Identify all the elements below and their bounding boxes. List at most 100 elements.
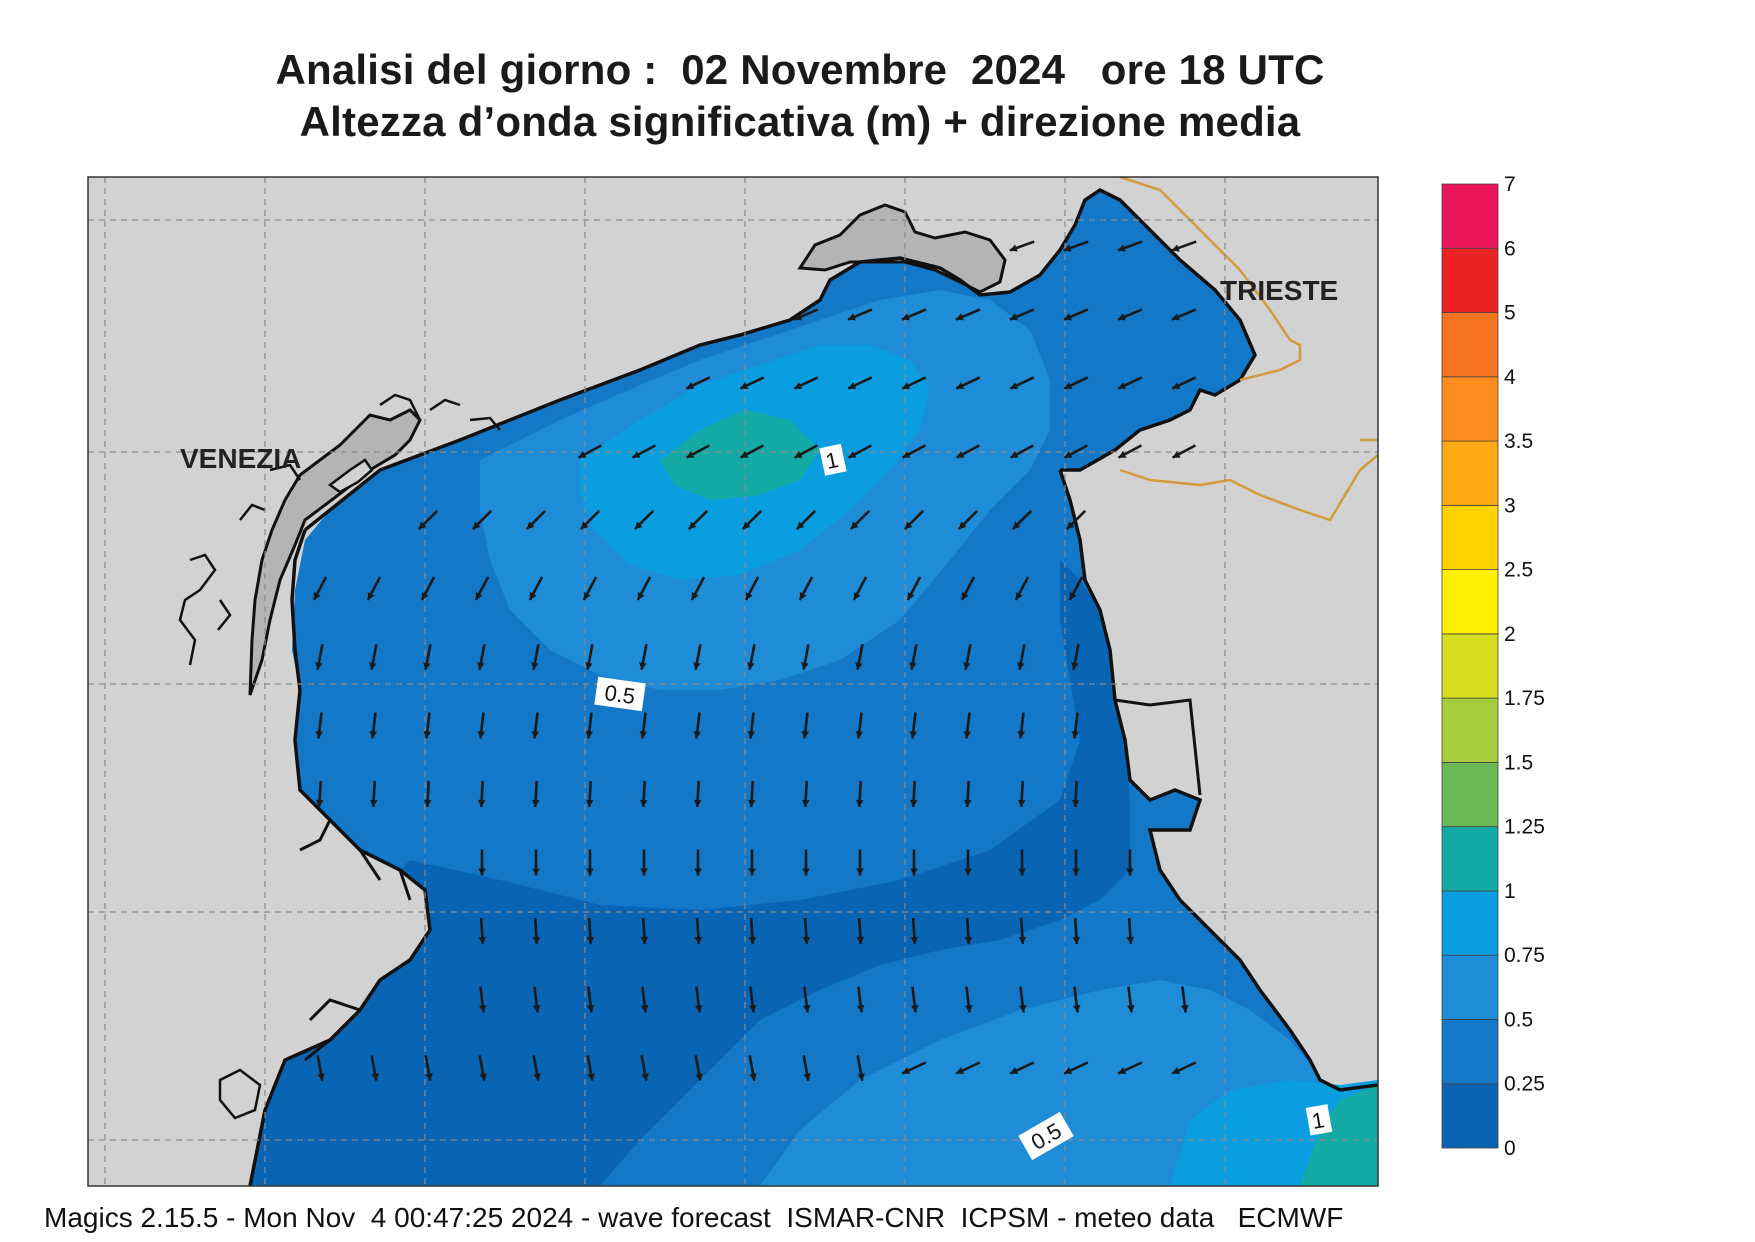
direction-arrow-head [421, 591, 429, 600]
direction-arrow-head [583, 591, 591, 600]
colorbar-swatch [1441, 633, 1499, 699]
direction-arrow-head [693, 730, 702, 739]
colorbar-label: 7 [1504, 173, 1516, 196]
direction-arrow-head [742, 521, 751, 530]
direction-arrow-head [315, 662, 323, 670]
direction-arrow-head [580, 521, 589, 530]
direction-arrow-head [801, 730, 810, 739]
svg-text:1: 1 [1310, 1107, 1326, 1134]
colorbar-swatch [1441, 1083, 1499, 1149]
colorbar-label: 3 [1504, 494, 1516, 517]
direction-arrow-head [745, 591, 753, 600]
direction-arrow-head [748, 1004, 757, 1013]
direction-arrow-head [1171, 244, 1180, 252]
direction-arrow-head [478, 868, 486, 876]
colorbar-swatch [1441, 762, 1499, 828]
direction-arrow-head [1126, 868, 1134, 876]
direction-arrow-head [964, 1004, 973, 1013]
direction-arrow-head [1172, 313, 1180, 321]
direction-arrow-head [1117, 244, 1126, 252]
direction-arrow-head [794, 382, 803, 390]
direction-arrow-head [1017, 799, 1026, 807]
direction-arrow-head [586, 936, 595, 944]
colorbar-swatch [1441, 376, 1499, 442]
direction-arrow-head [1172, 1067, 1181, 1075]
direction-arrow-head [904, 521, 913, 530]
direction-arrow-head [477, 730, 486, 739]
direction-arrow-head [909, 730, 918, 739]
direction-arrow-head [1010, 450, 1019, 458]
direction-arrow-head [472, 521, 481, 530]
direction-arrow-head [578, 450, 587, 458]
direction-arrow-head [1118, 450, 1127, 458]
title-line-1: Analisi del giorno : 02 Novembre 2024 or… [275, 46, 1325, 93]
colorbar-swatch [1441, 440, 1499, 506]
direction-arrow-head [586, 868, 594, 876]
colorbar-label: 1.25 [1504, 816, 1545, 839]
direction-arrow-head [695, 1073, 703, 1081]
direction-arrow-head [961, 591, 969, 600]
direction-arrow-head [1072, 936, 1081, 944]
direction-arrow-head [802, 936, 811, 944]
direction-arrow-head [1172, 450, 1181, 458]
direction-arrow-head [477, 799, 486, 807]
national-border [1119, 177, 1378, 522]
direction-arrow-head [740, 382, 749, 390]
colorbar-swatch [1441, 504, 1499, 571]
direction-arrow-head [423, 662, 431, 670]
direction-arrow-head [956, 450, 965, 458]
colorbar-label: 0.5 [1504, 1008, 1533, 1031]
direction-arrow-head [1118, 382, 1127, 390]
po-delta-lagoon [218, 1068, 262, 1120]
direction-arrow-head [313, 591, 321, 600]
direction-arrow-head [640, 868, 648, 876]
direction-arrow-head [964, 868, 972, 876]
colorbar-label: 4 [1504, 366, 1516, 389]
venice-island [327, 458, 374, 494]
direction-arrow-head [317, 1073, 325, 1081]
direction-arrow-head [1172, 382, 1181, 390]
direction-arrow-head [369, 662, 377, 670]
direction-arrow-head [803, 1073, 811, 1081]
direction-arrow-head [909, 662, 917, 670]
direction-arrow-head [747, 730, 756, 739]
direction-arrow-head [855, 799, 864, 807]
direction-arrow-head [369, 730, 378, 739]
colorbar-swatch [1441, 1019, 1499, 1085]
direction-arrow-head [423, 799, 432, 807]
direction-arrow-head [1064, 382, 1073, 390]
colorbar-label: 6 [1504, 237, 1516, 260]
direction-arrow-head [686, 382, 695, 390]
contour-label-1-top: 1 [819, 443, 847, 476]
direction-arrow-head [1017, 730, 1026, 739]
direction-arrow-head [1066, 521, 1075, 530]
direction-arrow-head [1118, 313, 1126, 321]
direction-arrow-head [632, 450, 641, 458]
grado-lagoon [797, 203, 1007, 294]
sea-zone-025 [250, 560, 1130, 1186]
direction-arrow-head [688, 521, 697, 530]
direction-arrow-head [747, 799, 756, 807]
direction-arrow-head [909, 799, 918, 807]
direction-arrow-head [748, 868, 756, 876]
colorbar-label: 2 [1504, 623, 1516, 646]
direction-arrow-head [585, 799, 594, 807]
colorbar-label: 0.75 [1504, 944, 1545, 967]
direction-arrow-head [1063, 244, 1072, 252]
direction-arrow-head [694, 1004, 703, 1013]
direction-arrow-head [902, 450, 911, 458]
direction-arrow-head [796, 521, 805, 530]
direction-arrow-head [963, 662, 971, 670]
direction-arrow-head [855, 662, 863, 670]
direction-arrow-head [639, 730, 648, 739]
direction-arrow-head [857, 1073, 865, 1081]
direction-arrow-head [1015, 591, 1023, 600]
sea-zone-1 [660, 410, 820, 500]
direction-arrow-head [641, 1073, 649, 1081]
direction-arrow-head [526, 521, 535, 530]
direction-arrow-head [686, 450, 695, 458]
direction-arrow-head [1018, 868, 1026, 876]
direction-arrow-head [956, 1067, 965, 1075]
direction-arrow-head [794, 313, 802, 321]
direction-arrow-head [1071, 662, 1079, 670]
